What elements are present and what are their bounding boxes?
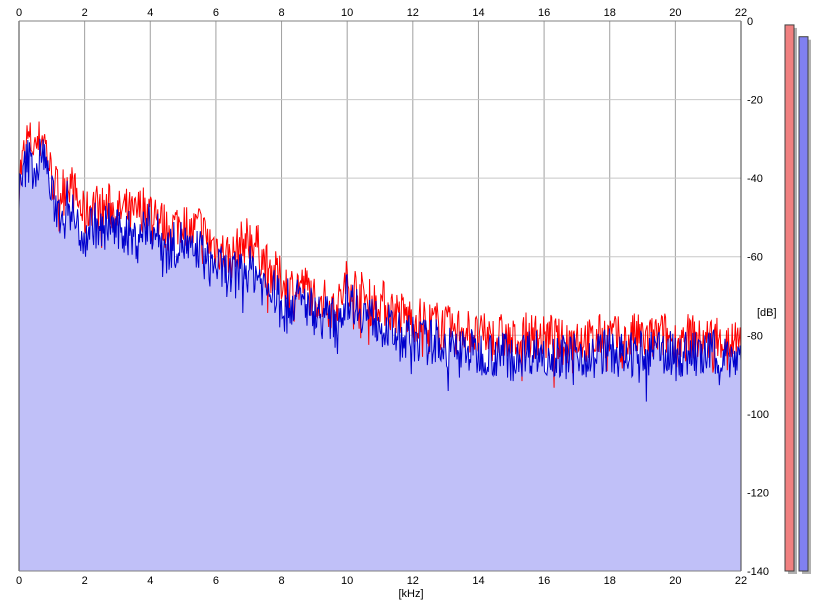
x-tick-label-top: 6 [213,7,219,19]
x-tick-label-top: 14 [472,7,484,19]
x-tick-label-bottom: 20 [669,575,681,587]
x-tick-label-top: 12 [407,7,419,19]
y-axis-unit-label: [dB] [757,307,777,319]
x-tick-label-top: 22 [735,7,747,19]
x-tick-label-top: 20 [669,7,681,19]
x-tick-label-bottom: 14 [472,575,484,587]
axes [18,20,742,572]
x-tick-label-bottom: 12 [407,575,419,587]
y-tick-label: -60 [747,252,763,264]
x-axis-top-tick-labels: 0 2 4 6 8 10 12 14 16 18 20 22 [16,7,747,19]
x-tick-label-top: 18 [604,7,616,19]
x-axis-unit-label: [kHz] [398,588,423,600]
level-meter-blue [798,36,809,572]
y-axis-tick-labels: 0 -20 -40 -60 -80 -100 -120 -140 [747,16,769,578]
series-line-red [18,121,742,388]
y-tick-label: -140 [747,566,769,578]
y-tick-label: -120 [747,487,769,499]
y-tick-label: -100 [747,409,769,421]
x-tick-label-bottom: 8 [278,575,284,587]
x-tick-label-top: 10 [341,7,353,19]
y-tick-label: -20 [747,95,763,107]
series-line-blue [18,138,742,402]
y-tick-label: -80 [747,330,763,342]
x-tick-label-bottom: 10 [341,575,353,587]
y-tick-label: -40 [747,173,763,185]
level-meter-red [784,24,795,572]
x-tick-label-top: 8 [278,7,284,19]
spectrum-lines [18,121,742,402]
x-tick-label-bottom: 4 [147,575,153,587]
x-tick-label-bottom: 6 [213,575,219,587]
x-tick-label-top: 16 [538,7,550,19]
level-meters [784,24,811,574]
x-tick-label-top: 0 [16,7,22,19]
x-tick-label-bottom: 2 [82,575,88,587]
x-tick-label-bottom: 18 [604,575,616,587]
x-tick-label-bottom: 22 [735,575,747,587]
y-tick-label: 0 [747,16,753,28]
x-tick-label-bottom: 0 [16,575,22,587]
x-axis-bottom-tick-labels: 0 2 4 6 8 10 12 14 16 18 20 22 [16,575,747,587]
x-tick-label-top: 2 [82,7,88,19]
x-tick-label-top: 4 [147,7,153,19]
x-tick-label-bottom: 16 [538,575,550,587]
